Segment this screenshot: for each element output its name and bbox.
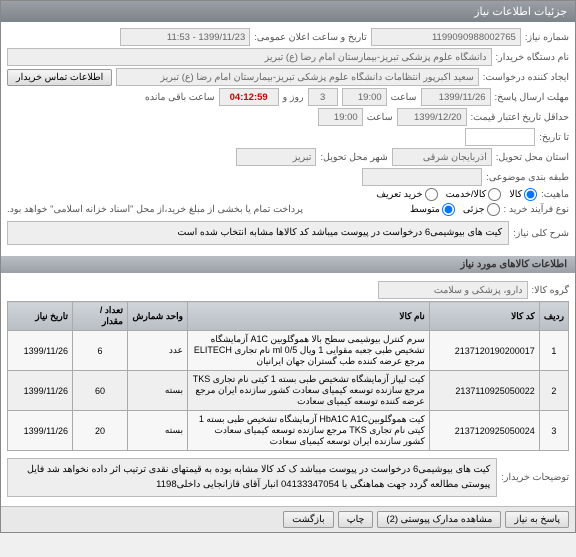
- deadline-date-input: [421, 88, 491, 106]
- group-label: گروه کالا:: [532, 285, 569, 296]
- need-no-input: [371, 28, 521, 46]
- window-title: جزئیات اطلاعات نیاز: [474, 6, 567, 18]
- deadline-time-input: [342, 88, 387, 106]
- col-name: نام کالا: [188, 302, 430, 331]
- table-cell: 2137120190200017: [429, 331, 539, 371]
- nature-custom-option[interactable]: خرید تعریف: [376, 188, 437, 201]
- items-table: ردیف کد کالا نام کالا واحد شمارش تعداد /…: [7, 301, 569, 451]
- deadline-label: مهلت ارسال پاسخ:: [495, 92, 569, 103]
- table-cell: بسته: [128, 411, 188, 451]
- need-no-label: شماره نیاز:: [525, 32, 569, 43]
- buyer-org-input: [7, 48, 492, 66]
- buyer-notes-box: کیت های بیوشیمی6 درخواست در پیوست میباشد…: [7, 458, 497, 497]
- attachments-button[interactable]: مشاهده مدارک پیوستی (2): [377, 511, 501, 528]
- items-header: اطلاعات کالاهای مورد نیاز: [1, 256, 575, 273]
- group-input: [378, 281, 528, 299]
- table-cell: عدد: [128, 331, 188, 371]
- to-date-label: تا تاریخ:: [539, 132, 569, 143]
- table-cell: سرم کنترل بیوشیمی سطح بالا هموگلوبین A1C…: [188, 331, 430, 371]
- announce-label: تاریخ و ساعت اعلان عمومی:: [254, 32, 367, 43]
- col-index: ردیف: [539, 302, 568, 331]
- nature-goods-radio[interactable]: [524, 188, 537, 201]
- print-button[interactable]: چاپ: [338, 511, 374, 528]
- nature-goods-option[interactable]: کالا: [509, 188, 537, 201]
- col-code: کد کالا: [429, 302, 539, 331]
- table-row[interactable]: 12137120190200017سرم کنترل بیوشیمی سطح ب…: [8, 331, 569, 371]
- buyer-notes-label: توضیحات خریدار:: [501, 472, 569, 483]
- days-input: [308, 88, 338, 106]
- days-label: روز و: [283, 92, 304, 103]
- table-row[interactable]: 22137110925050022کیت لیپاز آزمایشگاه تشخ…: [8, 371, 569, 411]
- table-cell: 3: [539, 411, 568, 451]
- table-row[interactable]: 32137120925050024کیت هموگلوبینHbA1C A1C …: [8, 411, 569, 451]
- budget-row-input: [362, 168, 482, 186]
- table-cell: 1399/11/26: [8, 411, 73, 451]
- validity-label: حداقل تاریخ اعتبار قیمت:: [471, 112, 569, 123]
- table-header-row: ردیف کد کالا نام کالا واحد شمارش تعداد /…: [8, 302, 569, 331]
- announce-input: [120, 28, 250, 46]
- nature-custom-radio[interactable]: [425, 188, 438, 201]
- process-low-option[interactable]: جزئی: [463, 203, 500, 216]
- province-input: [392, 148, 492, 166]
- process-radio-group: جزئی متوسط: [410, 203, 500, 216]
- table-cell: 1399/11/26: [8, 371, 73, 411]
- table-cell: بسته: [128, 371, 188, 411]
- validity-date-input: [397, 108, 467, 126]
- timer: 04:12:59: [219, 88, 279, 106]
- table-cell: 2137120925050024: [429, 411, 539, 451]
- col-unit: واحد شمارش: [128, 302, 188, 331]
- table-cell: کیت لیپاز آزمایشگاه تشخیص طبی بسته 1 کیت…: [188, 371, 430, 411]
- need-desc-box: کیت های بیوشیمی6 درخواست در پیوست میباشد…: [7, 221, 509, 245]
- table-cell: 20: [73, 411, 128, 451]
- remain-label: ساعت باقی مانده: [145, 92, 215, 103]
- table-cell: 1: [539, 331, 568, 371]
- table-cell: 1399/11/26: [8, 331, 73, 371]
- need-desc-label: شرح کلی نیاز:: [513, 228, 569, 239]
- table-cell: 6: [73, 331, 128, 371]
- nature-service-radio[interactable]: [488, 188, 501, 201]
- col-date: تاریخ نیاز: [8, 302, 73, 331]
- table-cell: کیت هموگلوبینHbA1C A1C آزمایشگاه تشخیص ط…: [188, 411, 430, 451]
- table-cell: 2137110925050022: [429, 371, 539, 411]
- back-button[interactable]: بازگشت: [283, 511, 333, 528]
- validity-time-input: [318, 108, 363, 126]
- process-label: نوع فرآیند خرید :: [504, 204, 569, 215]
- table-cell: 2: [539, 371, 568, 411]
- buyer-org-label: نام دستگاه خریدار:: [496, 52, 570, 63]
- settlement-text: پرداخت تمام یا بخشی از مبلغ خرید،از محل …: [7, 204, 406, 215]
- city-input: [236, 148, 316, 166]
- reply-button[interactable]: پاسخ به نیاز: [505, 511, 569, 528]
- contact-button[interactable]: اطلاعات تماس خریدار: [7, 69, 112, 86]
- budget-row-label: طبقه بندی موضوعی:: [486, 172, 569, 183]
- window: جزئیات اطلاعات نیاز شماره نیاز: تاریخ و …: [0, 0, 576, 533]
- province-label: استان محل تحویل:: [496, 152, 569, 163]
- hour-label-1: ساعت: [391, 92, 417, 103]
- creator-input: [116, 68, 479, 86]
- col-qty: تعداد / مقدار: [73, 302, 128, 331]
- city-label: شهر محل تحویل:: [320, 152, 387, 163]
- hour-label-2: ساعت: [367, 112, 393, 123]
- process-mid-option[interactable]: متوسط: [410, 203, 455, 216]
- nature-radio-group: کالا کالا/خدمت خرید تعریف: [376, 188, 537, 201]
- nature-service-option[interactable]: کالا/خدمت: [446, 188, 502, 201]
- titlebar: جزئیات اطلاعات نیاز: [1, 1, 575, 22]
- process-low-radio[interactable]: [487, 203, 500, 216]
- to-date-input[interactable]: [465, 128, 535, 146]
- table-cell: 60: [73, 371, 128, 411]
- creator-label: ایجاد کننده درخواست:: [483, 72, 569, 83]
- footer: پاسخ به نیاز مشاهده مدارک پیوستی (2) چاپ…: [1, 506, 575, 532]
- process-mid-radio[interactable]: [442, 203, 455, 216]
- nature-label: ماهیت:: [541, 189, 569, 200]
